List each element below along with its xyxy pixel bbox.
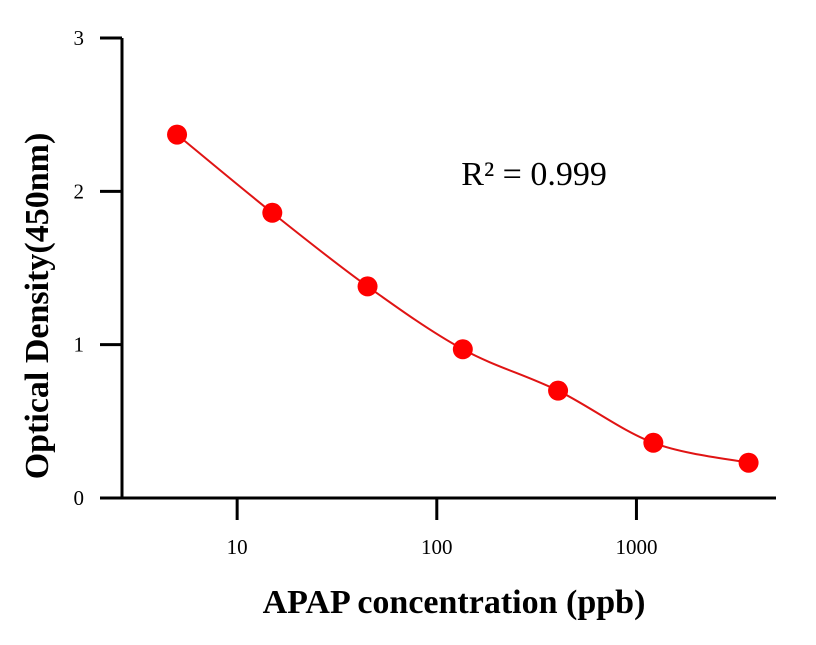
- data-point: [548, 380, 569, 401]
- data-point: [357, 276, 378, 297]
- y-tick-label: 2: [74, 179, 85, 203]
- x-tick-label: 100: [421, 535, 453, 559]
- y-axis-title: Optical Density(450nm): [19, 133, 56, 480]
- point-layer: [167, 124, 759, 473]
- axis-layer: [120, 38, 776, 500]
- y-tick-label: 3: [74, 26, 85, 50]
- x-ticks: 10 100 1000: [227, 498, 657, 559]
- x-axis-title: APAP concentration (ppb): [263, 584, 646, 621]
- data-point: [262, 202, 283, 223]
- data-point: [167, 124, 188, 145]
- data-point: [738, 452, 759, 473]
- data-point: [452, 339, 473, 360]
- y-tick-label: 1: [74, 333, 85, 357]
- x-tick-label: 10: [227, 535, 248, 559]
- y-tick-label: 0: [74, 486, 85, 510]
- data-point: [643, 432, 664, 453]
- y-ticks: 0 1 2 3: [74, 26, 122, 510]
- x-tick-label: 1000: [615, 535, 657, 559]
- r-squared-annotation: R² = 0.999: [461, 156, 607, 193]
